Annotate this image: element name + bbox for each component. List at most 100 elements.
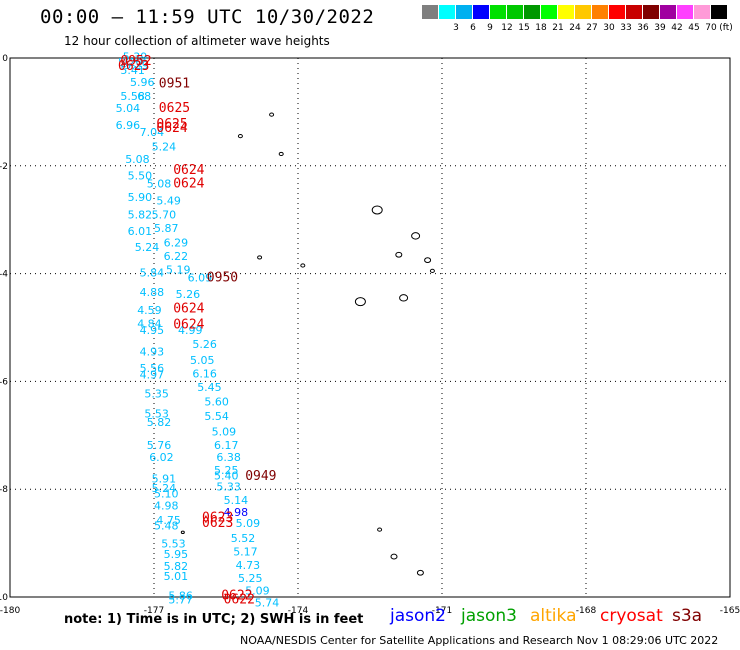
swh-label: 5.26 (176, 288, 201, 301)
legend-label: 33 (620, 23, 632, 33)
legend-label: 30 (603, 23, 615, 33)
swh-label: 5.24 (135, 241, 160, 254)
legend-label: 21 (552, 23, 564, 33)
legend-label: 18 (535, 23, 547, 33)
legend-label: 6 (470, 23, 476, 33)
legend-swatch (558, 5, 574, 19)
legend-swatch (660, 5, 676, 19)
legend-swatch (694, 5, 710, 19)
legend-swatch (507, 5, 523, 19)
swh-label: 5.45 (197, 381, 222, 394)
swh-label: 6.09 (188, 272, 213, 285)
swh-label: 5.90 (128, 191, 153, 204)
island-outline (278, 151, 284, 157)
swh-label: 5.74 (255, 597, 279, 610)
swh-label: 5.58 (120, 90, 144, 103)
legend-label: 9 (487, 23, 493, 33)
island-outline (416, 569, 424, 576)
time-label: 0622 (224, 592, 255, 607)
swh-label: 5.53 (144, 408, 169, 421)
satellite-cryosat: cryosat (600, 606, 663, 626)
legend-label: 42 (671, 23, 683, 33)
legend-swatch (439, 5, 455, 19)
swh-label: 5.50 (128, 169, 153, 182)
swh-label: 5.60 (204, 396, 229, 409)
legend-swatch (456, 5, 472, 19)
satellite-jason2: jason2 (390, 606, 446, 626)
legend-label: 12 (501, 23, 513, 33)
swh-label: 5.05 (190, 354, 215, 367)
swh-label: 5.09 (236, 517, 261, 530)
swh-label: 4.98 (154, 500, 179, 513)
map-subtitle: 12 hour collection of altimeter wave hei… (64, 34, 330, 48)
swh-label: 5.25 (214, 464, 239, 477)
x-tick-label: -165 (720, 606, 740, 616)
swh-label: 5.33 (216, 480, 241, 493)
swh-label: 4.73 (236, 559, 261, 572)
swh-label: 6.96 (116, 119, 141, 132)
time-label: 0623 (202, 511, 233, 526)
time-label: 0949 (245, 469, 276, 484)
swh-label: 4.97 (140, 369, 165, 382)
time-label: 0625 (159, 101, 190, 116)
swh-label: 5.10 (154, 487, 179, 500)
legend-swatch (711, 5, 727, 19)
swh-label: 5.70 (152, 209, 177, 222)
swh-label: 6.01 (128, 225, 153, 238)
satellite-jason3: jason3 (461, 606, 517, 626)
swh-label: 5.24 (152, 141, 177, 154)
swh-label: 6.38 (216, 451, 241, 464)
legend-swatch (592, 5, 608, 19)
time-label: 0623 (118, 59, 149, 74)
swh-label: 6.29 (164, 237, 189, 250)
legend-label: 45 (688, 23, 700, 33)
legend-label: 27 (586, 23, 598, 33)
satellite-altika: altika (530, 606, 577, 626)
legend-swatch (524, 5, 540, 19)
swh-label: 5.52 (231, 532, 256, 545)
footer-note: note: 1) Time is in UTC; 2) SWH is in fe… (64, 612, 364, 627)
x-tick-label: -171 (432, 606, 452, 616)
time-label: 0622 (221, 589, 252, 604)
x-tick-label: -174 (288, 606, 309, 616)
x-tick-label: -180 (0, 606, 20, 616)
swh-label: 5.39 (123, 51, 148, 64)
y-tick-label: -2 (0, 162, 8, 172)
swh-label: 5.53 (161, 537, 186, 550)
y-tick-label: 0 (2, 54, 8, 64)
swh-label: 5.09 (245, 584, 270, 597)
legend-swatch (422, 5, 438, 19)
legend-swatch (677, 5, 693, 19)
legend-swatch (490, 5, 506, 19)
island-outline (354, 297, 366, 307)
island-outline (411, 232, 421, 240)
swh-label: 4.98 (224, 506, 249, 519)
swh-label: 5.86 (168, 590, 193, 603)
swh-label: 5.35 (144, 388, 169, 401)
island-outline (269, 112, 275, 117)
swh-label: 7.04 (140, 126, 165, 139)
swh-label: 68 (137, 90, 151, 103)
swh-label: 4.99 (178, 324, 203, 337)
swh-label: 5.24 (152, 482, 177, 495)
island-outline (180, 530, 185, 535)
swh-label: 4.75 (156, 514, 181, 527)
swh-label: 5.20 (118, 56, 143, 69)
swh-label: 5.40 (214, 469, 239, 482)
legend-label: 15 (518, 23, 530, 33)
time-label: 0625 (156, 117, 187, 132)
legend-label: 24 (569, 23, 581, 33)
time-label: 0623 (202, 516, 233, 531)
legend-swatch (473, 5, 489, 19)
island-outline (237, 134, 243, 139)
legend-swatch (626, 5, 642, 19)
legend-swatch (575, 5, 591, 19)
y-tick-label: -8 (0, 485, 8, 495)
swh-label: 5.09 (212, 425, 237, 438)
swh-label: 5.19 (166, 264, 191, 277)
swh-label: 5.84 (140, 266, 165, 279)
satellite-s3a: s3a (672, 606, 703, 626)
legend-swatch (541, 5, 557, 19)
swh-label: 5.04 (116, 102, 141, 115)
